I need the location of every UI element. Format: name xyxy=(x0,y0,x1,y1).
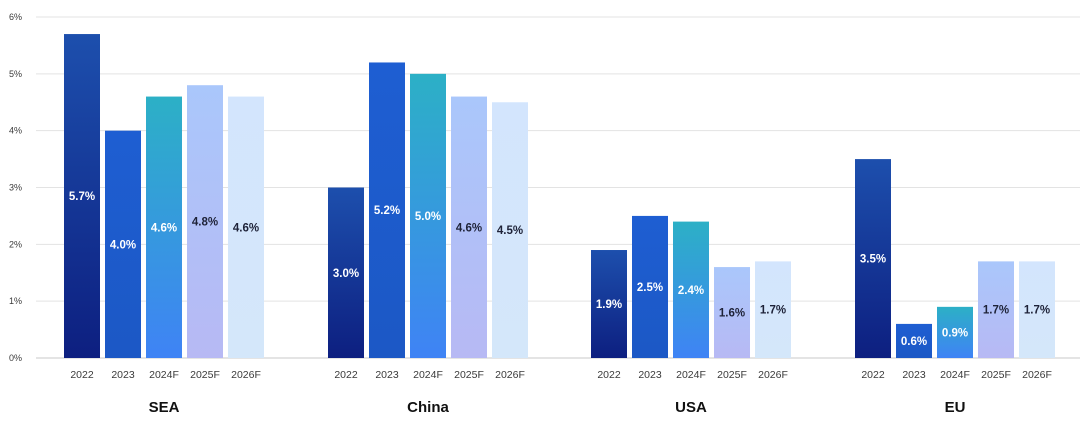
group-label-usa: USA xyxy=(675,399,707,416)
x-tick-label: 2022 xyxy=(597,369,621,381)
data-label: 4.8% xyxy=(192,217,218,229)
bar-sea-2022 xyxy=(64,34,100,359)
data-label: 1.6% xyxy=(719,308,745,320)
bar-sea-2025f xyxy=(187,85,223,358)
data-label: 4.6% xyxy=(456,222,482,234)
y-tick-label: 4% xyxy=(9,126,22,136)
x-tick-label: 2025F xyxy=(981,369,1011,381)
x-tick-label: 2023 xyxy=(111,369,135,381)
bar-group-usa xyxy=(591,215,791,358)
bar-usa-2022 xyxy=(591,250,627,358)
bar-china-2025f xyxy=(451,96,487,359)
bar-group-china xyxy=(328,62,528,359)
y-tick-label: 6% xyxy=(9,12,22,22)
bar-sea-2024f xyxy=(146,96,182,359)
y-tick-label: 2% xyxy=(9,239,22,249)
bar-eu-2025f xyxy=(978,261,1014,358)
data-label: 5.7% xyxy=(69,191,95,203)
x-tick-label: 2026F xyxy=(231,369,261,381)
data-label: 2.5% xyxy=(637,282,663,294)
data-label: 1.7% xyxy=(1024,305,1050,317)
data-label: 5.2% xyxy=(374,205,400,217)
x-tick-label: 2024F xyxy=(149,369,179,381)
group-label-eu: EU xyxy=(945,399,966,416)
bars-layer xyxy=(64,34,1055,359)
data-label: 1.7% xyxy=(983,305,1009,317)
data-label: 0.9% xyxy=(942,327,968,339)
x-tick-label: 2022 xyxy=(334,369,358,381)
labels-layer: 5.7% 2022 4.0% 2023 4.6% 2024F 4.8% 2025F 4.6% 20… xyxy=(69,191,1052,416)
bar-usa-2023 xyxy=(632,215,668,358)
bar-eu-2022 xyxy=(855,159,891,358)
bar-group-sea xyxy=(64,34,264,359)
data-label: 4.6% xyxy=(233,222,259,234)
bar-usa-2026f xyxy=(755,261,791,358)
y-tick-label: 3% xyxy=(9,183,22,193)
x-tick-label: 2025F xyxy=(190,369,220,381)
data-label: 3.5% xyxy=(860,254,886,266)
bar-china-2024f xyxy=(410,73,446,358)
y-tick-label: 0% xyxy=(9,353,22,363)
x-tick-label: 2023 xyxy=(638,369,662,381)
bar-china-2026f xyxy=(492,102,528,358)
data-label: 4.6% xyxy=(151,222,177,234)
x-tick-label: 2022 xyxy=(861,369,885,381)
y-tick-label: 1% xyxy=(9,296,22,306)
x-tick-label: 2022 xyxy=(70,369,94,381)
group-label-china: China xyxy=(407,399,449,416)
bar-usa-2024f xyxy=(673,221,709,358)
data-label: 0.6% xyxy=(901,336,927,348)
data-label: 1.9% xyxy=(596,299,622,311)
data-label: 5.0% xyxy=(415,211,441,223)
data-label: 4.0% xyxy=(110,239,136,251)
x-tick-label: 2026F xyxy=(495,369,525,381)
x-tick-label: 2024F xyxy=(413,369,443,381)
bar-usa-2025f xyxy=(714,267,750,358)
data-label: 2.4% xyxy=(678,285,704,297)
x-tick-label: 2024F xyxy=(940,369,970,381)
x-tick-label: 2025F xyxy=(454,369,484,381)
group-label-sea: SEA xyxy=(149,399,180,416)
bar-china-2023 xyxy=(369,62,405,358)
bar-group-eu xyxy=(855,159,1055,358)
y-tick-label: 5% xyxy=(9,69,22,79)
data-label: 3.0% xyxy=(333,268,359,280)
bar-sea-2026f xyxy=(228,96,264,359)
x-tick-label: 2024F xyxy=(676,369,706,381)
bar-sea-2023 xyxy=(105,130,141,358)
x-tick-label: 2023 xyxy=(375,369,399,381)
x-tick-label: 2025F xyxy=(717,369,747,381)
bar-eu-2026f xyxy=(1019,261,1055,358)
x-tick-label: 2026F xyxy=(758,369,788,381)
data-label: 1.7% xyxy=(760,305,786,317)
bar-eu-2023 xyxy=(896,323,932,358)
bar-eu-2024f xyxy=(937,306,973,358)
x-tick-label: 2023 xyxy=(902,369,926,381)
data-label: 4.5% xyxy=(497,225,523,237)
bar-china-2022 xyxy=(328,187,364,358)
x-tick-label: 2026F xyxy=(1022,369,1052,381)
